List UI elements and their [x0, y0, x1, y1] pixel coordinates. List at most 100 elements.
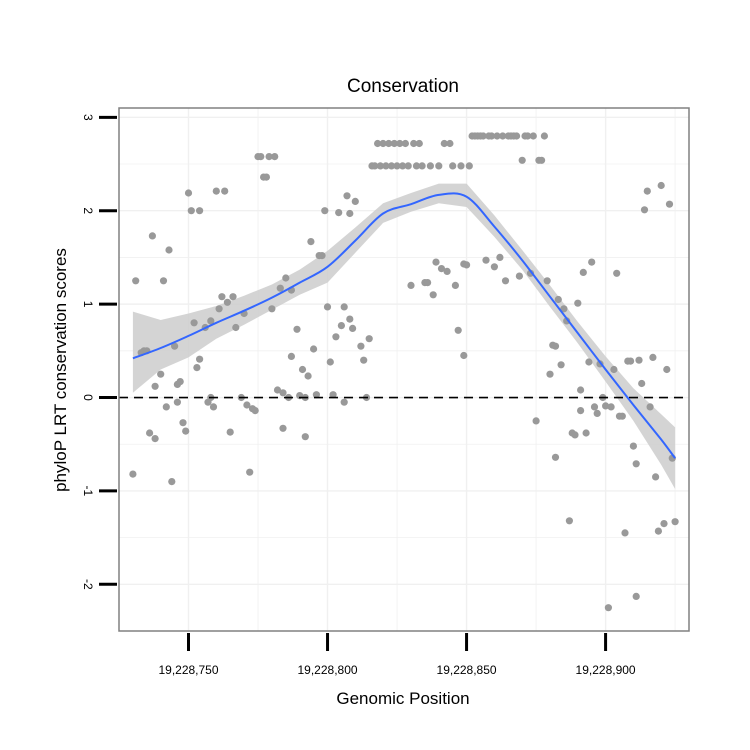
panel-border	[118, 107, 690, 632]
data-point	[529, 132, 537, 140]
data-point	[635, 356, 643, 364]
data-point	[190, 319, 198, 327]
data-point	[229, 293, 237, 301]
y-tick-label: 1	[81, 301, 95, 308]
data-point	[551, 342, 560, 350]
data-point	[243, 401, 251, 409]
data-point	[640, 206, 649, 214]
data-point	[232, 323, 240, 332]
data-point	[246, 468, 254, 476]
data-point	[593, 409, 601, 417]
data-point	[560, 305, 568, 313]
data-point	[146, 429, 154, 437]
data-point	[543, 277, 551, 285]
data-point	[496, 253, 504, 261]
data-point	[310, 345, 318, 353]
data-point	[312, 391, 320, 399]
data-point	[579, 268, 587, 276]
x-tick-label: 19,228,850	[437, 663, 497, 677]
data-point	[221, 187, 229, 195]
data-point	[276, 284, 284, 292]
data-point	[643, 187, 651, 195]
data-point	[159, 277, 168, 285]
data-point	[293, 325, 301, 333]
data-point	[268, 305, 276, 313]
data-point	[565, 517, 574, 525]
data-point	[618, 412, 626, 420]
data-point	[412, 162, 421, 170]
data-point	[454, 326, 462, 334]
data-point	[671, 518, 679, 526]
data-point	[440, 139, 448, 148]
data-point	[196, 355, 204, 363]
data-point	[646, 403, 654, 411]
data-point	[337, 322, 345, 330]
data-point	[577, 386, 585, 394]
data-point	[279, 424, 287, 432]
data-point	[501, 277, 510, 285]
data-point	[538, 156, 546, 164]
data-point	[196, 207, 204, 215]
data-point	[407, 281, 415, 289]
data-point	[226, 428, 234, 436]
data-point	[304, 372, 312, 380]
data-point	[443, 267, 451, 275]
data-point	[518, 156, 526, 164]
x-axis: 19,228,750 19,228,800 19,228,850 19,228,900	[158, 633, 636, 677]
data-point	[590, 403, 599, 411]
data-point	[426, 162, 434, 170]
data-point	[332, 333, 340, 341]
data-point	[340, 398, 348, 406]
data-point	[557, 361, 565, 369]
data-point	[451, 281, 459, 289]
data-point	[374, 139, 382, 148]
x-tick-label: 19,228,750	[158, 663, 218, 677]
data-point	[540, 132, 549, 140]
data-point	[223, 298, 231, 306]
y-tick-label: 0	[81, 394, 95, 401]
data-point	[307, 238, 315, 246]
data-point	[513, 132, 521, 140]
data-point	[349, 324, 357, 332]
data-point	[446, 139, 454, 148]
data-point	[654, 527, 663, 535]
data-point	[287, 352, 295, 360]
data-point	[627, 357, 635, 365]
data-point	[265, 153, 273, 161]
data-point	[346, 315, 354, 323]
data-point	[424, 279, 432, 287]
x-tick-label: 19,228,800	[298, 663, 358, 677]
data-point	[340, 303, 348, 311]
data-point	[582, 429, 590, 437]
data-point	[488, 132, 496, 140]
data-point	[379, 139, 387, 148]
smooth-curve	[132, 192, 676, 459]
data-point	[604, 604, 613, 612]
data-point	[663, 365, 671, 374]
x-tick-label: 19,228,900	[576, 663, 636, 677]
data-point	[165, 246, 173, 254]
data-point	[318, 252, 326, 260]
y-tick-label: -1	[81, 486, 95, 497]
data-point	[665, 200, 674, 208]
data-point	[652, 473, 660, 481]
data-point	[371, 162, 379, 170]
data-point	[360, 356, 368, 364]
data-point	[132, 277, 140, 285]
panel-background	[119, 108, 689, 631]
data-point	[187, 207, 195, 215]
data-point	[357, 342, 365, 350]
data-point	[298, 365, 307, 374]
data-point	[649, 353, 657, 361]
data-point	[257, 153, 265, 161]
data-point	[129, 470, 137, 478]
data-point	[251, 407, 259, 415]
data-point	[410, 139, 418, 148]
plot-panel	[118, 107, 690, 632]
data-point	[390, 139, 398, 148]
data-point	[546, 370, 554, 378]
data-point	[524, 132, 532, 140]
data-point	[212, 187, 220, 195]
data-point	[493, 132, 501, 140]
y-tick-label: 2	[81, 207, 95, 214]
